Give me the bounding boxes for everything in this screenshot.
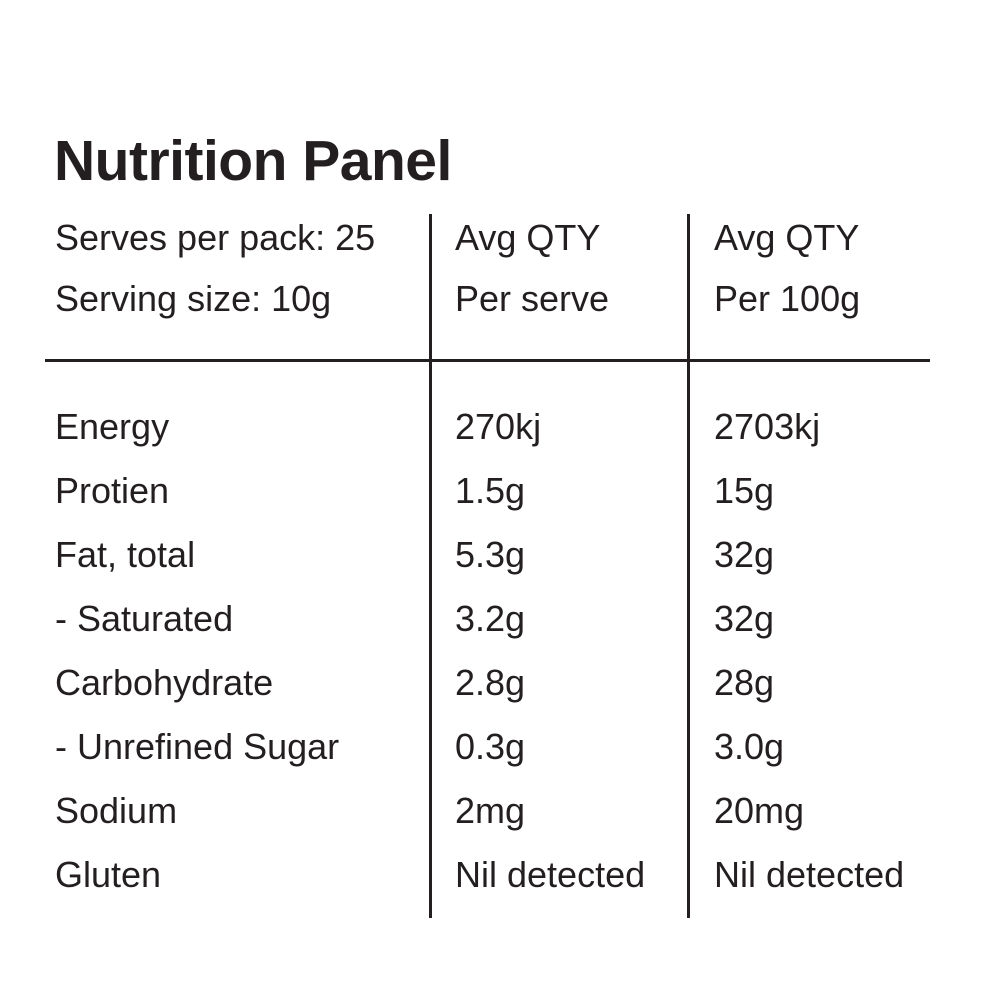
per-100g-value: 32g <box>714 534 775 575</box>
nutrient-label: Sodium <box>55 790 178 831</box>
header-per-serve: Avg QTY Per serve <box>455 207 609 329</box>
page-title: Nutrition Panel <box>54 129 452 194</box>
per-100g-value: 2703kj <box>714 406 821 447</box>
per-100g-value: Nil detected <box>714 854 905 895</box>
nutrient-label: Fat, total <box>55 534 196 575</box>
table-row-protein: Protien 1.5g 15g <box>0 459 1000 523</box>
nutrient-label: Energy <box>55 406 170 447</box>
nutrient-label: Carbohydrate <box>55 662 274 703</box>
column-divider-1 <box>429 214 432 918</box>
avg-qty-per-100g-label: Avg QTY <box>714 217 860 258</box>
nutrition-table-body: Energy 270kj 2703kj Protien 1.5g 15g Fat… <box>0 395 1000 907</box>
nutrient-label: Gluten <box>55 854 162 895</box>
nutrient-label: - Saturated <box>55 598 234 639</box>
table-row-fat-total: Fat, total 5.3g 32g <box>0 523 1000 587</box>
per-serve-value: Nil detected <box>455 854 646 895</box>
per-serve-value: 0.3g <box>455 726 526 767</box>
per-100g-value: 15g <box>714 470 775 511</box>
per-100g-value: 20mg <box>714 790 805 831</box>
avg-qty-per-serve-label: Avg QTY <box>455 217 601 258</box>
per-100g-value: 28g <box>714 662 775 703</box>
per-100g-label: Per 100g <box>714 278 861 319</box>
table-row-unrefined-sugar: - Unrefined Sugar 0.3g 3.0g <box>0 715 1000 779</box>
per-serve-value: 270kj <box>455 406 542 447</box>
per-100g-value: 32g <box>714 598 775 639</box>
nutrient-label: Protien <box>55 470 170 511</box>
table-row-saturated: - Saturated 3.2g 32g <box>0 587 1000 651</box>
column-divider-2 <box>687 214 690 918</box>
serves-per-pack-label: Serves per pack: 25 <box>55 217 376 258</box>
per-100g-value: 3.0g <box>714 726 785 767</box>
table-row-energy: Energy 270kj 2703kj <box>0 395 1000 459</box>
header-divider <box>45 359 930 362</box>
table-row-carbohydrate: Carbohydrate 2.8g 28g <box>0 651 1000 715</box>
per-serve-value: 3.2g <box>455 598 526 639</box>
per-serve-value: 2mg <box>455 790 526 831</box>
header-per-100g: Avg QTY Per 100g <box>714 207 860 329</box>
per-serve-value: 2.8g <box>455 662 526 703</box>
per-serve-value: 1.5g <box>455 470 526 511</box>
header-serving-info: Serves per pack: 25 Serving size: 10g <box>55 207 375 329</box>
table-row-gluten: Gluten Nil detected Nil detected <box>0 843 1000 907</box>
nutrient-label: - Unrefined Sugar <box>55 726 340 767</box>
per-serve-value: 5.3g <box>455 534 526 575</box>
table-row-sodium: Sodium 2mg 20mg <box>0 779 1000 843</box>
serving-size-label: Serving size: 10g <box>55 278 332 319</box>
per-serve-label: Per serve <box>455 278 610 319</box>
